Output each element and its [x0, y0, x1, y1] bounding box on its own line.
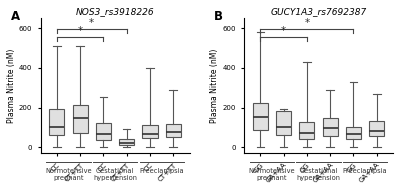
Text: Normotensive
pregnant: Normotensive pregnant — [45, 168, 92, 181]
Text: Gestational
hypertension: Gestational hypertension — [296, 168, 340, 181]
PathPatch shape — [253, 103, 268, 130]
Text: Normotensive
pregnant: Normotensive pregnant — [249, 168, 295, 181]
Title: GUCY1A3_rs7692387: GUCY1A3_rs7692387 — [270, 7, 367, 16]
PathPatch shape — [299, 122, 314, 139]
Y-axis label: Plasma Nitrite (nM): Plasma Nitrite (nM) — [210, 49, 220, 123]
PathPatch shape — [142, 125, 158, 138]
PathPatch shape — [72, 105, 88, 133]
PathPatch shape — [323, 118, 338, 136]
Text: *: * — [281, 26, 286, 36]
PathPatch shape — [49, 108, 64, 135]
PathPatch shape — [369, 121, 384, 136]
Text: *: * — [78, 26, 83, 36]
PathPatch shape — [276, 111, 291, 135]
Text: A: A — [11, 10, 20, 23]
Text: *: * — [89, 18, 94, 28]
PathPatch shape — [96, 123, 111, 140]
Text: Preeclampsia: Preeclampsia — [343, 168, 388, 174]
Text: *: * — [304, 18, 310, 28]
Y-axis label: Plasma Nitrite (nM): Plasma Nitrite (nM) — [7, 49, 16, 123]
Title: NOS3_rs3918226: NOS3_rs3918226 — [76, 7, 154, 16]
Text: Gestational
hypertension: Gestational hypertension — [93, 168, 137, 181]
Text: B: B — [214, 10, 223, 23]
PathPatch shape — [346, 127, 361, 139]
PathPatch shape — [119, 139, 134, 145]
Text: Preeclampsia: Preeclampsia — [139, 168, 184, 174]
PathPatch shape — [166, 125, 181, 137]
